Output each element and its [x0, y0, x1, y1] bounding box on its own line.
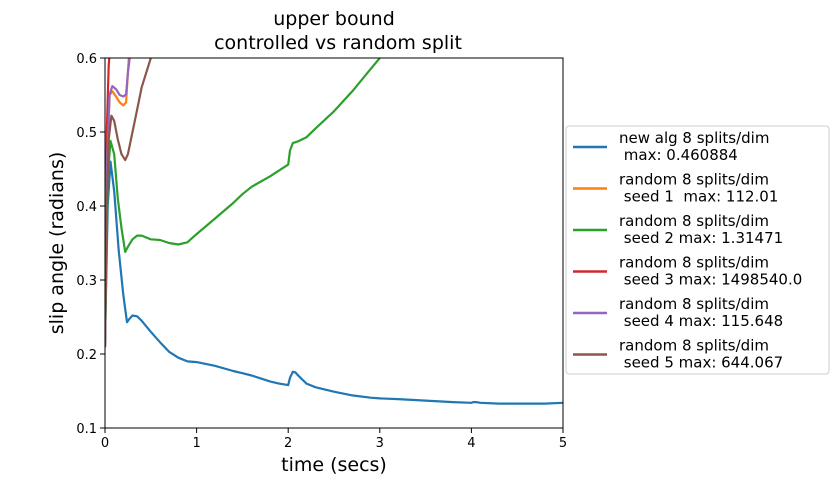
y-tick-label: 0.3 — [76, 274, 97, 289]
plot-frame — [104, 57, 564, 429]
plot-series — [105, 58, 563, 405]
y-axis-label: slip angle (radians) — [46, 152, 68, 335]
series-line-1 — [105, 160, 563, 405]
legend-label-5: random 8 splits/dim seed 4 max: 115.648 — [619, 295, 783, 330]
legend-label-4: random 8 splits/dim seed 3 max: 1498540.… — [619, 254, 802, 289]
x-tick-label: 0 — [101, 436, 109, 451]
series-line-6 — [105, 58, 152, 348]
series-line-5 — [105, 58, 131, 348]
legend: new alg 8 splits/dim max: 0.460884 random… — [565, 125, 830, 375]
y-tick-label: 0.1 — [76, 422, 97, 437]
legend-frame — [565, 125, 830, 375]
x-tick-label: 4 — [467, 436, 475, 451]
y-axis: 0.1 0.2 0.3 0.4 0.5 0.6 — [76, 52, 105, 437]
x-tick-label: 1 — [192, 436, 200, 451]
legend-label-6: random 8 splits/dim seed 5 max: 644.067 — [619, 337, 783, 372]
series-line-3 — [105, 58, 382, 348]
x-tick-label: 5 — [559, 436, 567, 451]
x-axis-label: time (secs) — [281, 454, 387, 476]
chart-title-line-1: upper bound — [273, 8, 395, 30]
y-tick-label: 0.5 — [76, 126, 97, 141]
x-axis: 0 1 2 3 4 5 — [101, 428, 567, 451]
y-tick-label: 0.2 — [76, 348, 97, 363]
x-tick-label: 3 — [376, 436, 384, 451]
chart-title-line-2: controlled vs random split — [214, 32, 462, 54]
y-tick-label: 0.6 — [76, 52, 97, 67]
legend-label-2: random 8 splits/dim seed 1 max: 112.01 — [619, 171, 778, 206]
legend-label-1: new alg 8 splits/dim max: 0.460884 — [619, 129, 769, 164]
y-tick-label: 0.4 — [76, 200, 97, 215]
x-tick-label: 2 — [284, 436, 292, 451]
legend-label-3: random 8 splits/dim seed 2 max: 1.31471 — [619, 212, 783, 247]
